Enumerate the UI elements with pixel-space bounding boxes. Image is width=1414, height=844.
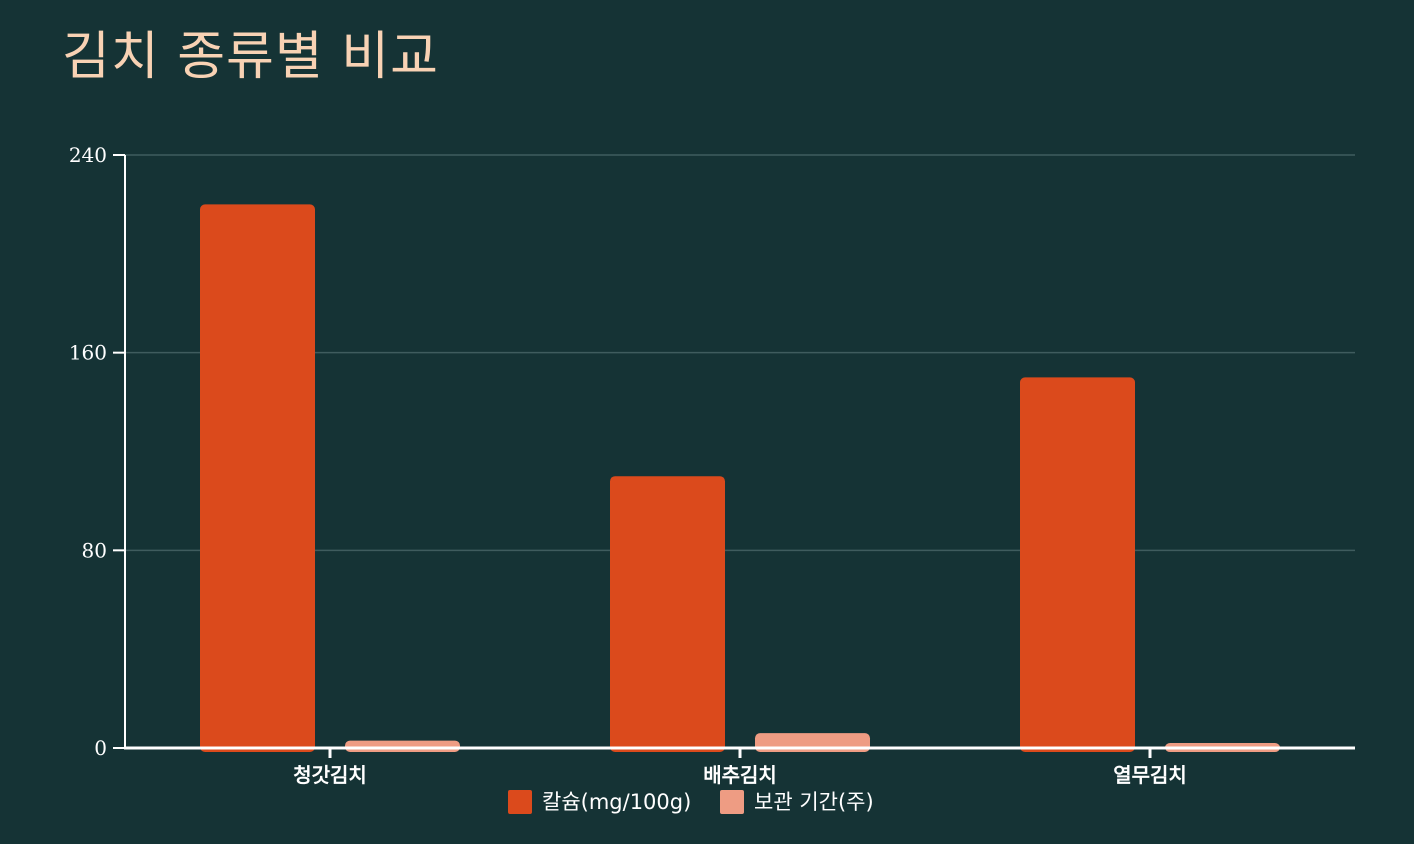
x-tick-label: 배추김치 — [703, 763, 777, 787]
legend-swatch — [720, 790, 744, 814]
x-tick-label: 청갓김치 — [293, 763, 367, 787]
bar-calcium-0 — [200, 204, 315, 752]
legend-swatch — [508, 790, 532, 814]
legend-label: 칼슘(mg/100g) — [542, 790, 691, 814]
grid-lines — [125, 154, 1355, 552]
legend-label: 보관 기간(주) — [754, 790, 874, 814]
bar-storage-0 — [345, 740, 460, 752]
x-tick-label: 열무김치 — [1113, 763, 1187, 787]
y-tick-label: 160 — [69, 341, 107, 365]
y-tick-label: 80 — [82, 538, 107, 562]
bars — [200, 204, 1280, 752]
chart-title: 김치 종류별 비교 — [62, 27, 439, 87]
bar-calcium-2 — [1020, 377, 1135, 752]
legend: 칼슘(mg/100g) 보관 기간(주) — [508, 790, 874, 814]
y-tick-label: 240 — [69, 143, 107, 167]
axes — [113, 154, 1355, 758]
bar-calcium-1 — [610, 476, 725, 752]
y-tick-label: 0 — [94, 736, 107, 760]
tick-labels: 0 80 160 240 청갓김치 배추김치 열무김치 — [69, 143, 1187, 787]
